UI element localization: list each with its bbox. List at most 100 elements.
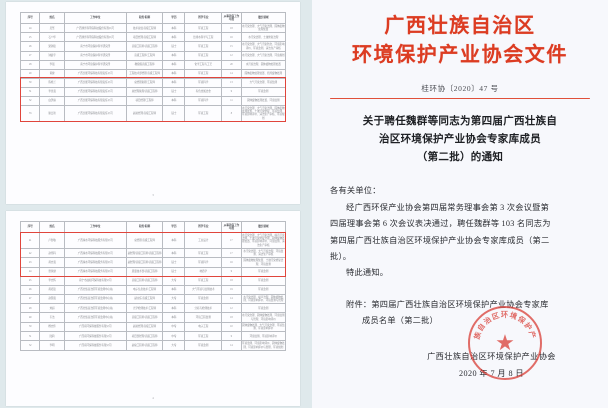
cell-employer: 广西长能环保科技有限责任公司	[63, 86, 127, 97]
cell-expertise: 环境监测	[240, 86, 287, 97]
th-expertise: 擅长领域	[240, 12, 287, 24]
cell-position: 高级工程师/高级工程师	[125, 275, 164, 286]
cell-expertise: 固体废物处理处置、土壤污染修复治理、环境监测	[240, 257, 287, 268]
cell-education: 本科	[162, 312, 186, 323]
th-employer: 工作单位	[63, 12, 127, 24]
expert-roster-table-2: 序号 姓名 工作单位 职务/职称 学历 所学专业 从事环保工作年限 擅长领域 4…	[19, 221, 287, 351]
cell-major: 环境科学	[184, 95, 223, 106]
th-position: 职务/职称	[125, 221, 164, 233]
cell-serial: 46	[19, 284, 41, 295]
cell-education: 大专	[162, 340, 186, 351]
table-row: 51 陆莉 广西南环保科技服务有限公司 项目部经理/高级工程师 中专 环境工程 9 环境监测、…	[19, 331, 287, 342]
cell-years: 12	[221, 303, 242, 314]
cell-years: 18	[221, 22, 242, 34]
cell-name: 白洪瑜	[39, 95, 65, 106]
cell-serial: 49	[19, 312, 41, 323]
cell-expertise: 水污染治理、固体废物处理、环境监测与管理、环境影响评价	[240, 312, 287, 323]
cell-serial: 24	[19, 22, 41, 34]
cell-employer: 广西博世科环保科技股份有限公司	[63, 22, 127, 34]
cell-employer: 广西长能环保科技有限责任公司	[63, 68, 127, 79]
cell-serial: 25	[19, 32, 41, 43]
cell-major: 环境工程	[184, 50, 223, 61]
th-major: 所学专业	[184, 221, 223, 233]
cell-position: 项目经理/工程师	[125, 95, 164, 106]
title-line-3: （第二批）的通知	[416, 152, 504, 164]
cell-employer: 广西长能环保科技有限责任公司	[63, 95, 127, 106]
letterhead-line-2: 环境保护产业协会文件	[352, 44, 568, 66]
cell-education: 大专	[162, 293, 186, 305]
table-row: 26 梁钟铭 南宁市环境保护科学研究所 高级工程师/高级工程师 硕士 环境工程 15 水污染治…	[19, 41, 287, 52]
document-title: 关于聘任魏群等同志为第四届广西壮族自 治区环境保护产业协会专家库成员 （第二批）…	[330, 113, 590, 167]
cell-position: 项目部经理/高级工程师	[125, 331, 164, 342]
cell-position: 总经理助理/高级工程师	[125, 86, 164, 97]
cell-education: 中专	[162, 321, 186, 333]
cell-education: 本科	[162, 95, 186, 106]
cell-employer: 南宁市环境保护科学研究所	[63, 41, 127, 52]
cell-major: 分析与检测技术	[184, 303, 223, 314]
th-serial: 序号	[19, 221, 41, 233]
table-row: 43 黄志强 广西绿水环保科技服务有限公司 副经理/高级工程师/高级工程师 硕士 环境科学…	[19, 257, 287, 268]
cell-serial: 52	[19, 340, 41, 351]
th-employer: 工作单位	[63, 221, 127, 233]
cell-serial: 45	[19, 275, 41, 286]
cell-serial: 50	[19, 321, 41, 333]
cell-name: 钟震宇	[39, 50, 65, 61]
cell-expertise: 水污染治理、土壤修复治理	[240, 32, 287, 43]
salutation: 各有关单位：	[330, 186, 381, 196]
cell-years: 18	[221, 312, 242, 323]
table-row: 31 李忠强 广西长能环保科技有限责任公司 总经理助理/高级工程师 硕士 有色金属冶金 9 环…	[19, 86, 287, 97]
cell-years: 14	[221, 68, 242, 79]
table-row: 32 白洪瑜 广西长能环保科技有限责任公司 项目经理/工程师 本科 环境科学 11 固体废物处…	[19, 95, 287, 106]
th-serial: 序号	[19, 12, 41, 24]
table-row: 52 李明 广西南环保科技服务有限公司 副总工程师/高级工程师 大专 环境监测 14 环境监测…	[19, 340, 287, 351]
cell-education: 本科	[162, 68, 186, 79]
cell-serial: 43	[19, 257, 41, 268]
cell-expertise: 水污染治理、固体废物处理处置	[240, 59, 287, 70]
cell-years: 10	[221, 321, 242, 333]
roster-table-1-body: 24 吴坚 广西博世科环保科技股份有限公司 技术总监/高级工程师 本科 环境工程 18 水污染…	[19, 22, 287, 122]
cell-serial: 27	[19, 50, 41, 61]
cell-expertise: 环境监测、环境影响评价	[240, 331, 287, 342]
cell-expertise: 水污染治理、大气污染治理、噪声污染治理、土壤污染修复治理、固体废物处理处置、环境…	[240, 232, 287, 249]
cell-name: 赵伟科	[39, 247, 65, 259]
document-letterhead: 广西壮族自治区 环境保护产业协会文件	[330, 0, 590, 70]
th-years: 从事环保工作年限	[221, 12, 242, 24]
table-row: 33 谢日新 广西长能环保科技有限责任公司 副总经理/高级工程师 硕士 环境工程 8 水污染治…	[19, 104, 287, 122]
cell-expertise: 水污染治理、大气污染防治、环境影响评价、环境监测、清洁生产审核	[240, 41, 287, 52]
title-line-1: 关于聘任魏群等同志为第四届广西壮族自	[362, 116, 558, 128]
cell-serial: 32	[19, 95, 41, 106]
cell-education: 本科	[162, 50, 186, 61]
cell-years: 12	[221, 50, 242, 61]
cell-name: 李忠强	[39, 86, 65, 97]
cell-serial: 33	[19, 104, 41, 122]
scanned-page-1[interactable]: 序号 姓名 工作单位 职务/职称 学历 所学专业 从事环保工作年限 擅长领域 2…	[6, 2, 300, 204]
cell-expertise: 环境监测	[240, 266, 287, 277]
cell-expertise: 固体废物处理处置、环境监测	[240, 95, 287, 106]
signature-date: 2020 年 7 月 8 日	[459, 368, 524, 378]
cell-expertise: 固体废物处理、大气污染治理、环境监测、环境影响评价	[240, 321, 287, 333]
cell-position: 教授级高级工程师	[125, 59, 164, 70]
cell-major: 环境监测	[184, 340, 223, 351]
cell-position: 电子信息技术/工程师	[125, 284, 164, 295]
official-document-page[interactable]: 广西壮族自治区 环境保护产业协会文件 桂环协〔2020〕47 号 关于聘任魏群等…	[312, 0, 608, 408]
cell-serial: 28	[19, 59, 41, 70]
document-body: 各有关单位： 经广西环保产业协会第四届常务理事会第 3 次会议暨第 四届理事会第…	[330, 183, 590, 281]
cell-name: 谢日新	[39, 104, 65, 122]
cell-years: 9	[221, 86, 242, 97]
cell-years: 14	[221, 293, 242, 305]
cell-years: 17	[221, 232, 242, 249]
cell-position: 副总工程师/高级工程师	[125, 340, 164, 351]
scanned-page-2[interactable]: 序号 姓名 工作单位 职务/职称 学历 所学专业 从事环保工作年限 擅长领域 4…	[6, 211, 300, 406]
red-divider-rule	[330, 98, 590, 100]
cell-education: 本科	[162, 247, 186, 259]
cell-expertise: 环境监测、环境影响评价、固体废物处理、环境影响评价与管理、环境规划	[240, 340, 287, 351]
roster-table-1-wrapper: 序号 姓名 工作单位 职务/职称 学历 所学专业 从事环保工作年限 擅长领域 2…	[19, 12, 287, 122]
cell-major: 环境工程	[184, 331, 223, 342]
table-header-row: 序号 姓名 工作单位 职务/职称 学历 所学专业 从事环保工作年限 擅长领域	[19, 12, 287, 24]
cell-major: 工业设计	[184, 232, 223, 249]
page-folio-2: 4	[152, 396, 154, 400]
cell-expertise: 水污染治理、大气污染治理、固体废物处理处置	[240, 22, 287, 34]
table-row: 30 陈艳兰 广西长能环保科技有限责任公司 总经理助理/工程师 本科 环境科学 13 大气污染…	[19, 77, 287, 88]
cell-employer: 广西南环保科技服务有限公司	[63, 321, 127, 333]
